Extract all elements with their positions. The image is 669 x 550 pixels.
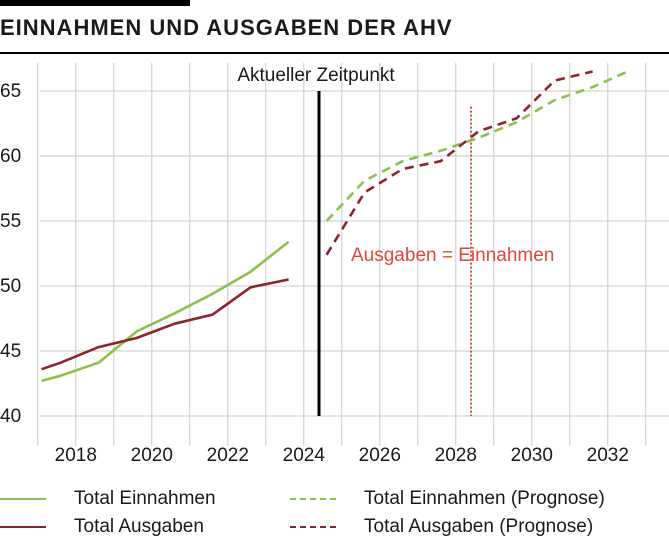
legend-swatch-ausgaben — [0, 526, 46, 528]
x-tick-label: 2030 — [511, 445, 553, 466]
series-line-0 — [41, 240, 290, 383]
chart-title: EINNAHMEN UND AUSGABEN DER AHV — [0, 15, 453, 40]
legend-label-einnahmen-prognose: Total Einnahmen (Prognose) — [364, 488, 605, 509]
legend-item-einnahmen: Total Einnahmen — [0, 488, 216, 510]
legend-label-ausgaben: Total Ausgaben — [74, 516, 204, 537]
y-tick-label: 45 — [0, 341, 21, 362]
break-even-label: Ausgaben = Einnahmen — [351, 245, 554, 266]
legend-swatch-einnahmen — [0, 498, 46, 500]
legend-item-ausgaben-prognose: Total Ausgaben (Prognose) — [290, 516, 593, 538]
series-line-3 — [325, 70, 593, 256]
legend-label-einnahmen: Total Einnahmen — [74, 488, 216, 509]
current-time-label: Aktueller Zeitpunkt — [237, 65, 395, 86]
legend-label-ausgaben-prognose: Total Ausgaben (Prognose) — [364, 516, 594, 537]
chart-area: 40 45 50 55 60 65 2018 2020 2022 2024 2026 2028 2030… — [0, 63, 669, 466]
y-tick-label: 65 — [0, 81, 21, 102]
series-line-1 — [41, 278, 289, 371]
legend: Total Einnahmen Total Ausgaben Total Ein… — [0, 484, 669, 544]
y-tick-label: 55 — [0, 211, 21, 232]
title-accent-bar — [0, 0, 190, 6]
x-tick-label: 2024 — [283, 445, 326, 466]
y-tick-label: 50 — [0, 276, 21, 297]
x-tick-label: 2018 — [55, 445, 97, 466]
x-tick-label: 2028 — [435, 445, 477, 466]
x-tick-label: 2020 — [131, 445, 173, 466]
legend-swatch-einnahmen-prognose — [290, 498, 336, 500]
legend-item-einnahmen-prognose: Total Einnahmen (Prognose) — [290, 488, 605, 510]
legend-swatch-ausgaben-prognose — [290, 526, 336, 528]
series-line-2 — [325, 69, 632, 222]
y-tick-label: 60 — [0, 146, 21, 167]
title-rule — [0, 52, 669, 54]
y-tick-label: 40 — [0, 406, 21, 427]
x-tick-label: 2026 — [359, 445, 401, 466]
x-tick-label: 2032 — [587, 445, 629, 466]
legend-item-ausgaben: Total Ausgaben — [0, 516, 204, 538]
x-tick-label: 2022 — [207, 445, 249, 466]
